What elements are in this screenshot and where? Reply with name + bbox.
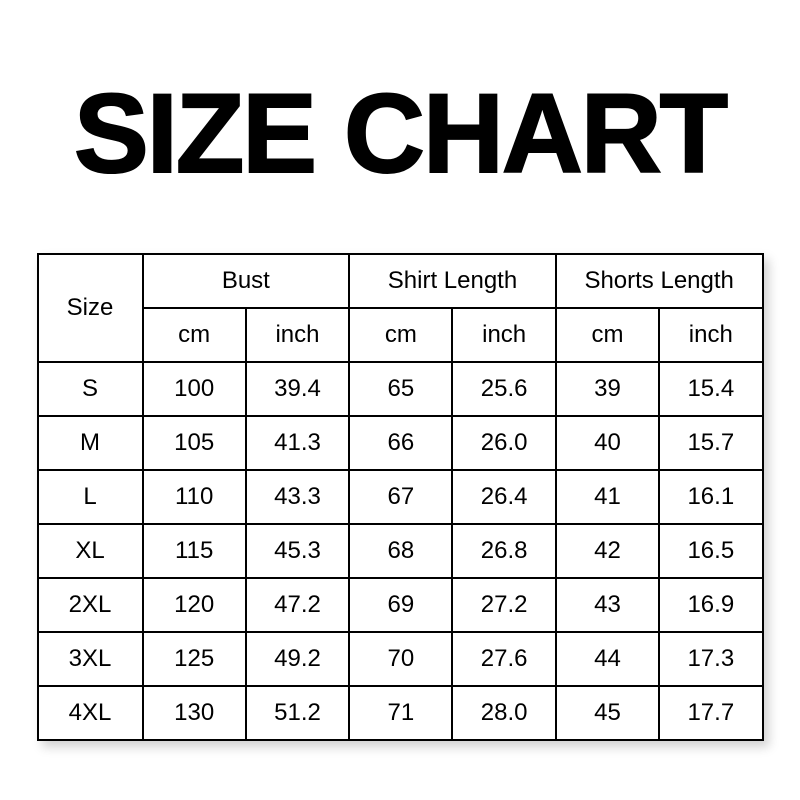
table-row: 2XL 120 47.2 69 27.2 43 16.9 <box>36 577 764 633</box>
value-cell: 100 <box>141 361 247 417</box>
value-cell: 66 <box>348 415 454 471</box>
size-cell: S <box>36 361 144 417</box>
header-bust: Bust <box>141 253 351 309</box>
table-row: XL 115 45.3 68 26.8 42 16.5 <box>36 523 764 579</box>
value-cell: 68 <box>348 523 454 579</box>
value-cell: 27.6 <box>451 631 557 687</box>
header-shorts-length: Shorts Length <box>554 253 764 309</box>
value-cell: 44 <box>554 631 661 687</box>
header-size: Size <box>36 253 144 363</box>
value-cell: 65 <box>348 361 454 417</box>
value-cell: 120 <box>141 577 247 633</box>
value-cell: 69 <box>348 577 454 633</box>
unit-header-bust-inch: inch <box>244 307 351 363</box>
value-cell: 47.2 <box>244 577 351 633</box>
table-row: 4XL 130 51.2 71 28.0 45 17.7 <box>36 685 764 741</box>
table-row: 3XL 125 49.2 70 27.6 44 17.3 <box>36 631 764 687</box>
value-cell: 70 <box>348 631 454 687</box>
value-cell: 17.3 <box>658 631 764 687</box>
table-row: M 105 41.3 66 26.0 40 15.7 <box>36 415 764 471</box>
unit-header-shirt-cm: cm <box>348 307 454 363</box>
value-cell: 125 <box>141 631 247 687</box>
value-cell: 25.6 <box>451 361 557 417</box>
size-cell: XL <box>36 523 144 579</box>
size-cell: 4XL <box>36 685 144 741</box>
value-cell: 17.7 <box>658 685 764 741</box>
size-chart-table: Size Bust Shirt Length Shorts Length cm … <box>36 253 764 741</box>
value-cell: 67 <box>348 469 454 525</box>
value-cell: 40 <box>554 415 661 471</box>
unit-header-shirt-inch: inch <box>451 307 557 363</box>
table-header-row-units: cm inch cm inch cm inch <box>38 307 764 363</box>
value-cell: 115 <box>141 523 247 579</box>
value-cell: 16.5 <box>658 523 764 579</box>
value-cell: 45.3 <box>244 523 351 579</box>
value-cell: 41.3 <box>244 415 351 471</box>
value-cell: 26.4 <box>451 469 557 525</box>
value-cell: 45 <box>554 685 661 741</box>
unit-header-shorts-cm: cm <box>554 307 661 363</box>
value-cell: 43.3 <box>244 469 351 525</box>
value-cell: 110 <box>141 469 247 525</box>
value-cell: 39 <box>554 361 661 417</box>
size-cell: M <box>36 415 144 471</box>
value-cell: 49.2 <box>244 631 351 687</box>
unit-header-bust-cm: cm <box>141 307 247 363</box>
value-cell: 26.0 <box>451 415 557 471</box>
value-cell: 27.2 <box>451 577 557 633</box>
table-header-row-groups: Size Bust Shirt Length Shorts Length <box>36 253 764 363</box>
unit-header-shorts-inch: inch <box>658 307 764 363</box>
size-cell: 2XL <box>36 577 144 633</box>
value-cell: 105 <box>141 415 247 471</box>
value-cell: 16.1 <box>658 469 764 525</box>
size-cell: L <box>36 469 144 525</box>
value-cell: 15.7 <box>658 415 764 471</box>
table-row: S 100 39.4 65 25.6 39 15.4 <box>36 361 764 417</box>
value-cell: 39.4 <box>244 361 351 417</box>
value-cell: 51.2 <box>244 685 351 741</box>
value-cell: 71 <box>348 685 454 741</box>
table-row: L 110 43.3 67 26.4 41 16.1 <box>36 469 764 525</box>
page-title: SIZE CHART <box>73 71 729 196</box>
value-cell: 130 <box>141 685 247 741</box>
value-cell: 26.8 <box>451 523 557 579</box>
value-cell: 15.4 <box>658 361 764 417</box>
value-cell: 42 <box>554 523 661 579</box>
value-cell: 43 <box>554 577 661 633</box>
value-cell: 28.0 <box>451 685 557 741</box>
size-cell: 3XL <box>36 631 144 687</box>
value-cell: 41 <box>554 469 661 525</box>
value-cell: 16.9 <box>658 577 764 633</box>
header-shirt-length: Shirt Length <box>348 253 557 309</box>
